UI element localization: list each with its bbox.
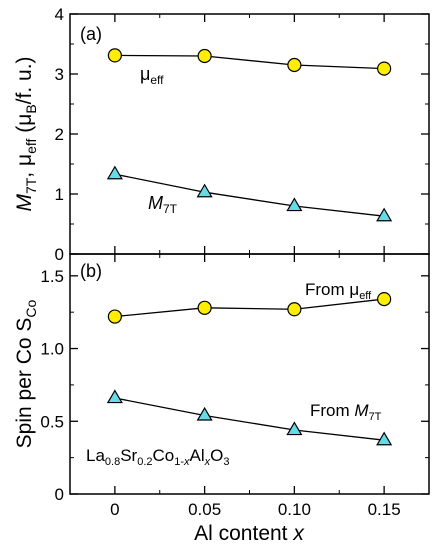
series-line-a-0 <box>114 54 385 70</box>
y-tick-label: 3 <box>55 65 64 84</box>
data-point-triangle <box>106 389 123 404</box>
panel-b-label: (b) <box>80 261 102 281</box>
x-tick-label: 0.10 <box>278 500 311 519</box>
panel-a-y-axis-title: M7T, μeff (μB/f. u.) <box>13 56 39 211</box>
label-from-m7t: From M7T <box>310 401 382 423</box>
data-point-triangle <box>106 165 123 180</box>
panel-b-y-axis-title: Spin per Co SCo <box>13 299 39 448</box>
y-tick-label: 0 <box>55 485 64 504</box>
panel-b-ticks <box>70 254 429 495</box>
panel-a-series <box>106 48 393 222</box>
x-tick-labels: 0 0.05 0.10 0.15 <box>110 500 401 519</box>
data-point-triangle <box>376 207 393 222</box>
data-point-triangle <box>286 197 303 212</box>
y-tick-label: 1.5 <box>40 267 64 286</box>
series-line-a-1 <box>114 173 385 217</box>
data-point-circle <box>197 300 212 315</box>
data-point-circle <box>377 61 392 76</box>
y-tick-label: 0 <box>55 245 64 264</box>
data-point-circle <box>377 291 392 307</box>
y-tick-label: 2 <box>55 125 64 144</box>
data-point-circle <box>107 309 122 324</box>
panel-a-y-tick-labels: 0 1 2 3 4 <box>55 5 64 264</box>
x-tick-label: 0 <box>110 500 119 519</box>
y-tick-label: 0.5 <box>40 412 64 431</box>
y-tick-label: 1.0 <box>40 340 64 359</box>
panel-a-ticks <box>70 13 429 255</box>
data-point-circle <box>107 48 122 63</box>
y-tick-label: 1 <box>55 185 64 204</box>
compound-formula: La0.8Sr0.2Co1-xAlxO3 <box>86 446 230 468</box>
panel-a-frame <box>69 13 430 255</box>
series-line-b-0 <box>114 298 385 318</box>
data-point-circle <box>287 57 302 73</box>
series-line-b-1 <box>114 397 385 441</box>
label-m7t: M7T <box>148 193 178 216</box>
panel-b-series <box>106 291 393 446</box>
data-point-triangle <box>196 183 213 198</box>
data-point-triangle <box>196 406 213 421</box>
x-tick-label: 0.15 <box>368 500 401 519</box>
panel-a-label: (a) <box>80 24 102 44</box>
panel-b-y-tick-labels: 0 0.5 1.0 1.5 <box>40 267 64 504</box>
label-from-mu-eff: From μeff <box>305 280 372 302</box>
x-tick-label: 0.05 <box>188 500 221 519</box>
y-tick-label: 4 <box>55 5 64 24</box>
label-mu-eff: μeff <box>140 64 164 87</box>
x-axis-title: Al content x <box>194 522 305 545</box>
data-point-triangle <box>286 421 303 436</box>
data-point-circle <box>287 302 302 317</box>
data-point-circle <box>197 48 212 64</box>
data-point-triangle <box>376 431 393 446</box>
